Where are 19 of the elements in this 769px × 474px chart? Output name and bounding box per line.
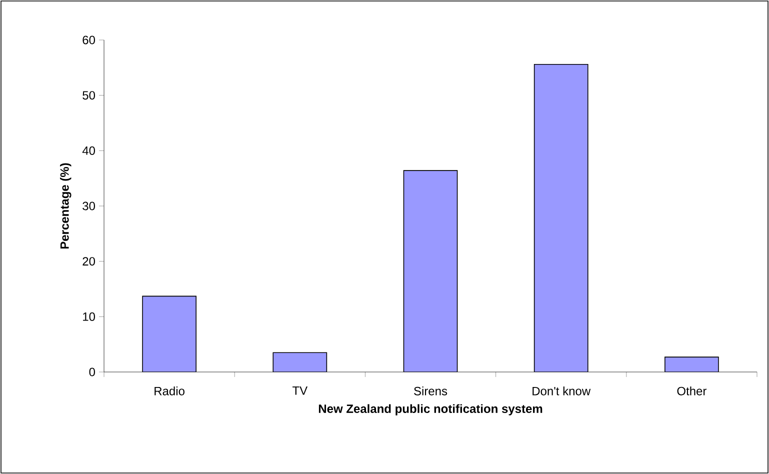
y-tick-label: 40 xyxy=(82,146,96,155)
x-tick-label: Sirens xyxy=(414,386,448,396)
y-tick-label: 20 xyxy=(82,257,96,266)
bar xyxy=(272,352,328,372)
bar xyxy=(142,296,196,372)
x-axis-title: New Zealand public notification system xyxy=(318,404,542,416)
y-tick-label: 50 xyxy=(82,91,96,100)
bar xyxy=(534,64,588,372)
y-tick-label: 60 xyxy=(82,36,96,44)
y-tick-label: 0 xyxy=(89,368,96,376)
x-tick-label: Don't know xyxy=(532,386,591,396)
bar xyxy=(664,356,719,372)
bar xyxy=(403,170,458,372)
x-tick-label: Other xyxy=(677,386,706,396)
x-tick-label: TV xyxy=(292,386,308,395)
y-tick-label: 30 xyxy=(82,202,96,210)
y-tick-label: 10 xyxy=(83,312,96,321)
y-axis-title: Percentage (%) xyxy=(60,163,72,249)
x-tick-label: Radio xyxy=(154,386,184,396)
